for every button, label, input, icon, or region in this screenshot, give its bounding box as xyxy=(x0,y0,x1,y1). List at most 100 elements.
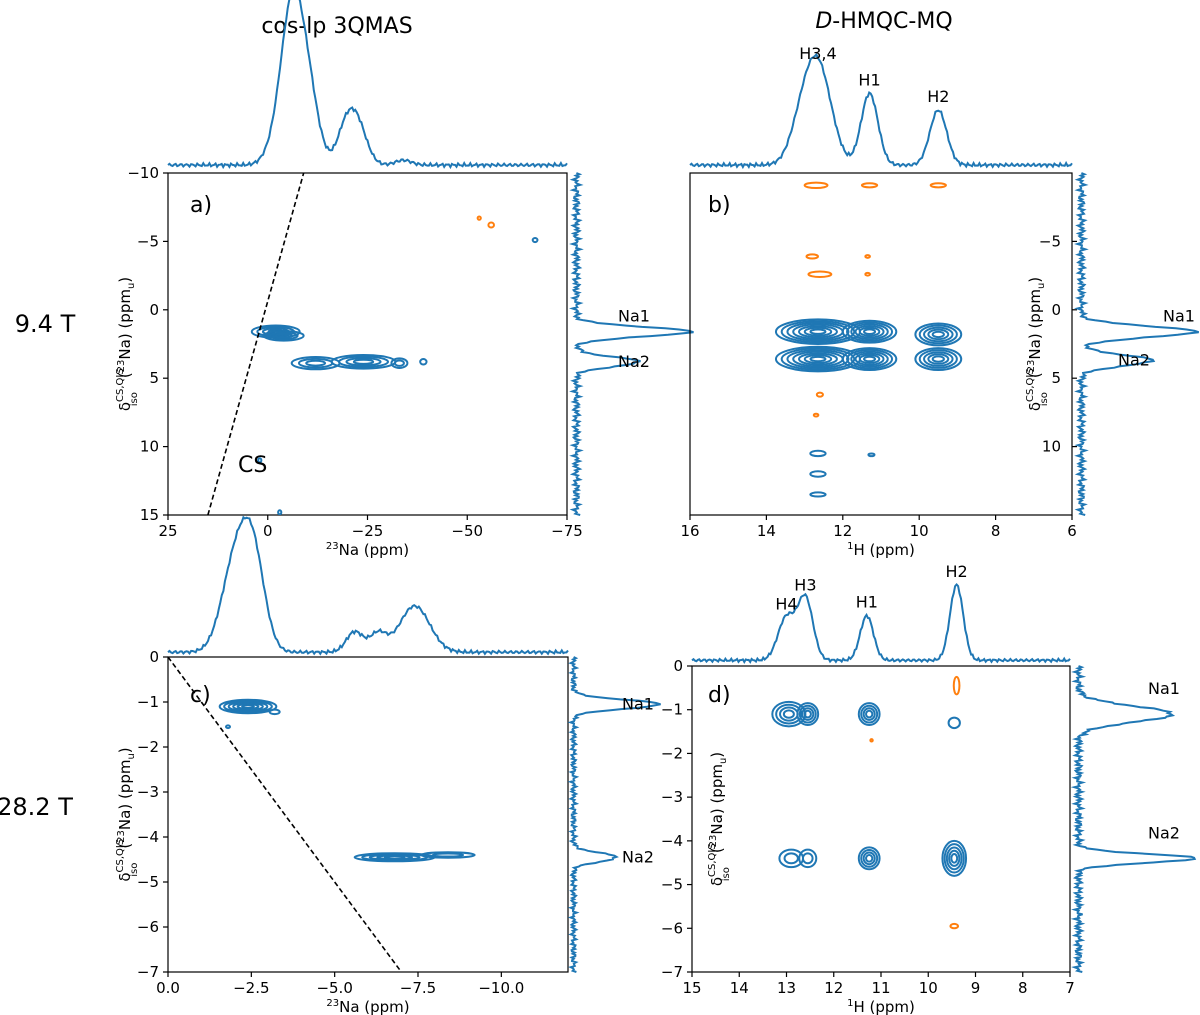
top-projection-trace xyxy=(167,515,569,656)
contour-peak xyxy=(268,708,281,716)
y-axis-label-end: Na) (ppm xyxy=(116,289,134,360)
contour-peak xyxy=(860,182,879,189)
contour-ring-positive xyxy=(803,326,833,337)
contour-ring-negative xyxy=(803,181,829,190)
side-projection-trace xyxy=(569,172,694,516)
contour-ring-positive xyxy=(950,853,959,864)
y-axis-label: δCS,QIS iso (23Na) (ppmu) xyxy=(1025,277,1050,411)
side-projection-peak-label: Na2 xyxy=(622,847,654,866)
x-tick-label: −75 xyxy=(551,522,583,540)
contour-peak xyxy=(419,358,428,366)
contour-ring-positive xyxy=(786,321,850,342)
contour-ring-positive xyxy=(345,357,382,367)
y-axis-label-iso: 23 xyxy=(1026,360,1037,373)
contour-ring-positive xyxy=(797,325,838,339)
y-tick-label: −4 xyxy=(137,828,159,846)
top-projection-trace xyxy=(689,52,1073,170)
contour-ring-positive xyxy=(860,704,879,724)
contour-ring-positive xyxy=(786,349,850,369)
x-tick-label: −50 xyxy=(451,522,483,540)
contour-ring-positive xyxy=(262,330,305,342)
contour-ring-positive xyxy=(782,709,795,719)
y-axis-label: δCS,QIS iso (23Na) (ppmu) xyxy=(707,752,732,886)
plot-frame xyxy=(167,656,569,973)
x-tick-label: −7.5 xyxy=(400,979,436,997)
contour-ring-positive xyxy=(846,321,894,342)
contour-ring-negative xyxy=(476,215,482,221)
top-projection-peak-label: H3,4 xyxy=(799,44,836,63)
x-tick-label: 13 xyxy=(777,979,796,997)
row-label-9-4t: 9.4 T xyxy=(15,310,76,338)
x-tick-label: 15 xyxy=(682,979,701,997)
side-projection-trace xyxy=(1074,172,1200,516)
contour-ring-positive xyxy=(923,351,954,367)
contour-ring-positive xyxy=(854,352,885,366)
contour-peak xyxy=(487,221,495,229)
y-tick-label: 5 xyxy=(149,369,159,387)
side-projection-trace xyxy=(1070,665,1197,973)
contour-ring-positive xyxy=(931,330,945,339)
contour-peak xyxy=(914,322,963,347)
top-projection-peak-label: H2 xyxy=(945,562,967,581)
contour-ring-positive xyxy=(274,332,293,339)
x-tick-label: 7 xyxy=(1065,979,1075,997)
contour-ring-positive xyxy=(865,854,874,863)
contour-peak xyxy=(841,319,898,344)
contour-ring-negative xyxy=(864,254,871,259)
x-axis-label: 23Na (ppm) xyxy=(326,998,409,1015)
contour-ring-positive xyxy=(809,470,827,478)
contour-ring-negative xyxy=(864,271,871,277)
contour-ring-positive xyxy=(798,704,817,724)
x-tick-label: 9 xyxy=(971,979,981,997)
cs-line-label: CS xyxy=(238,453,267,478)
contour-peak xyxy=(809,470,827,478)
x-axis-label-sup: 1 xyxy=(847,541,853,552)
contour-peak xyxy=(929,182,947,189)
contour-ring-positive xyxy=(803,709,812,719)
contour-ring-positive xyxy=(798,848,818,869)
x-axis-label-text: H (ppm) xyxy=(853,541,914,559)
contour-ring-positive xyxy=(923,326,954,343)
y-axis-label-main: δ xyxy=(116,402,134,411)
contour-peak xyxy=(812,412,820,418)
y-axis-label-sub: iso xyxy=(721,867,732,881)
x-tick-label: 6 xyxy=(1067,522,1077,540)
y-axis-label-main: δ xyxy=(708,877,726,886)
contour-ring-positive xyxy=(854,324,885,339)
y-tick-label: 0 xyxy=(149,301,159,319)
contour-peak xyxy=(914,347,963,371)
contour-ring-positive xyxy=(945,846,963,871)
side-projection-peak-label: Na2 xyxy=(618,352,650,371)
side-projection-peak-label: Na1 xyxy=(1148,679,1180,698)
y-axis-label-close: ) xyxy=(116,747,134,753)
y-axis-label-close: ) xyxy=(1026,277,1044,283)
y-axis-label-end: Na) (ppm xyxy=(1026,289,1044,360)
y-axis-label-main: δ xyxy=(1026,402,1044,411)
contour-ring-positive xyxy=(862,707,876,721)
x-tick-label: 0 xyxy=(263,522,273,540)
y-axis-label-close: ) xyxy=(116,277,134,283)
plot-frame xyxy=(689,172,1073,516)
contour-ring-positive xyxy=(914,347,963,371)
contour-peak xyxy=(277,509,283,515)
contour-ring-positive xyxy=(941,839,968,877)
contour-ring-negative xyxy=(807,270,833,278)
side-projection-peak-label: Na1 xyxy=(622,694,654,713)
contour-ring-positive xyxy=(268,708,281,716)
contour-ring-positive xyxy=(780,347,856,371)
y-tick-label: 5 xyxy=(1051,369,1061,387)
contour-ring-positive xyxy=(943,843,965,874)
y-axis-label-end: Na) (ppm xyxy=(116,760,134,831)
contour-peak xyxy=(390,357,409,369)
contour-ring-positive xyxy=(338,355,390,369)
x-tick-label: 10 xyxy=(919,979,938,997)
contour-ring-positive xyxy=(809,491,827,498)
contour-peak xyxy=(262,330,305,342)
contour-peak xyxy=(257,457,263,464)
contour-ring-positive xyxy=(796,702,820,727)
cs-line xyxy=(168,657,402,972)
side-projection-peak-label: Na1 xyxy=(1163,307,1195,326)
contour-ring-negative xyxy=(929,182,947,189)
y-axis-label-mid: ( xyxy=(708,847,726,853)
